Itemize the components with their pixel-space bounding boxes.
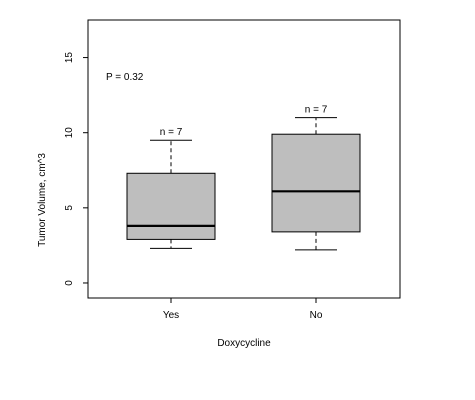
box-no: n = 7 — [271, 105, 361, 251]
iqr-box — [271, 133, 361, 233]
x-axis-label: Doxycycline — [217, 338, 271, 349]
y-axis: 0 5 10 15 — [64, 52, 88, 286]
y-axis-label: Tumor Volume, cm^3 — [37, 153, 48, 247]
y-tick-label: 15 — [64, 52, 75, 64]
x-tick-label: No — [310, 310, 323, 321]
n-label: n = 7 — [160, 127, 183, 138]
boxes-group: n = 7 n = 7 — [126, 105, 361, 251]
box-yes: n = 7 — [126, 127, 216, 249]
y-tick-label: 5 — [64, 205, 75, 211]
y-tick-label: 10 — [64, 127, 75, 139]
plot-frame — [87, 19, 401, 299]
iqr-box — [126, 172, 216, 240]
x-axis: Yes No — [163, 298, 323, 321]
x-tick-label: Yes — [163, 310, 179, 321]
n-label: n = 7 — [305, 105, 328, 116]
annotation-p-value: P = 0.32 — [106, 72, 144, 83]
y-tick-label: 0 — [64, 280, 75, 286]
